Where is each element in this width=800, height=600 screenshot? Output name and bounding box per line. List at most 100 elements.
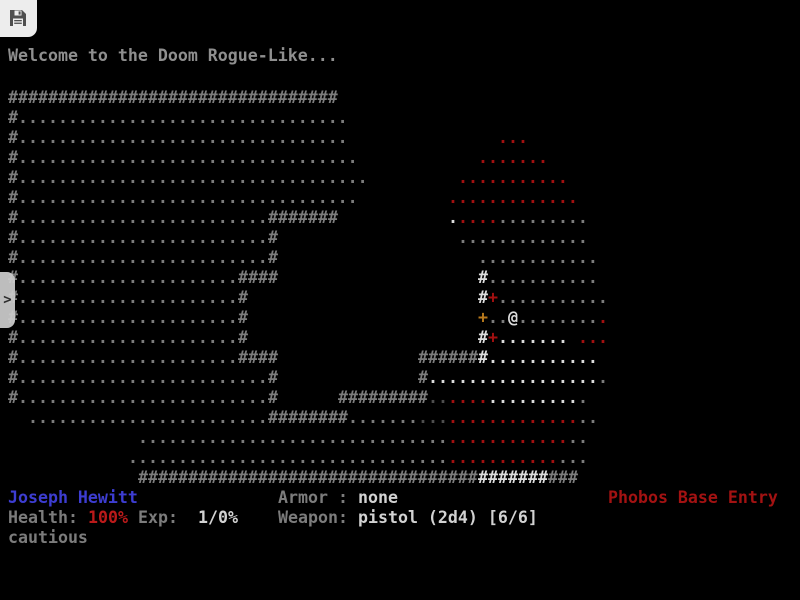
wall-segment: ###### bbox=[418, 348, 478, 367]
status-bar: Joseph Hewitt Armor : none Phobos Base Entr… bbox=[8, 488, 800, 548]
map-row: ........................................… bbox=[8, 428, 800, 448]
wall-segment: # bbox=[418, 368, 428, 387]
wall-segment: #......................... bbox=[8, 368, 268, 387]
blood-floor-segment: ....... bbox=[478, 148, 548, 167]
floor-segment: ....... bbox=[348, 408, 418, 427]
player-name: Joseph Hewitt bbox=[8, 488, 138, 507]
floor-segment: ........ bbox=[518, 308, 598, 327]
wall-segment: #................................. bbox=[8, 108, 348, 127]
blood-floor-segment: .... bbox=[448, 388, 488, 407]
wall-segment: #................................... bbox=[8, 168, 368, 187]
wall-segment: # bbox=[478, 268, 488, 287]
floor-segment: . bbox=[448, 208, 458, 227]
floor-segment: ............................... bbox=[138, 428, 448, 447]
blood-floor-segment: .... bbox=[458, 208, 498, 227]
wall-segment: ####### bbox=[268, 208, 338, 227]
wall-segment: # bbox=[238, 288, 248, 307]
floor-segment: ............ bbox=[478, 248, 598, 267]
floor-segment: ........... bbox=[488, 348, 598, 367]
map-row: #......................... # #########....… bbox=[8, 388, 800, 408]
wall-segment: # bbox=[238, 328, 248, 347]
welcome-message: Welcome to the Doom Rogue-Like... bbox=[8, 46, 338, 65]
wall-segment: #...................... bbox=[8, 308, 238, 327]
chevron-right-icon: > bbox=[3, 292, 12, 308]
wall-segment: #......................... bbox=[8, 248, 268, 267]
blood-floor-segment: ............ bbox=[448, 428, 568, 447]
exp-value: 1/0% bbox=[198, 508, 238, 527]
wall-segment: # bbox=[478, 348, 488, 367]
wall-segment: #.................................. bbox=[8, 148, 358, 167]
floor-segment: ........................ bbox=[28, 408, 268, 427]
map-row: #......................... #............. bbox=[8, 228, 800, 248]
wall-segment: # bbox=[268, 368, 278, 387]
status-line: Joseph Hewitt Armor : none Phobos Base Entr… bbox=[8, 488, 800, 508]
floor-segment: ............. bbox=[458, 228, 588, 247]
map-row: #......................... # #............… bbox=[8, 368, 800, 388]
status-line: Health: 100% Exp: 1/0% Weapon: pistol (2d4) [… bbox=[8, 508, 800, 528]
wall-segment: #### bbox=[238, 348, 278, 367]
floor-segment: . bbox=[578, 388, 588, 407]
wall-segment: #...................... bbox=[8, 328, 238, 347]
wall-segment: #...................... bbox=[8, 288, 238, 307]
door-symbol: + bbox=[478, 308, 488, 327]
floor-segment: ................................ bbox=[128, 448, 448, 467]
wall-segment: ######## bbox=[268, 408, 348, 427]
wall-segment: #......................... bbox=[8, 228, 268, 247]
health-label: Health: bbox=[8, 508, 78, 527]
floor-segment: ......... bbox=[488, 388, 578, 407]
map-row: #.................................... bbox=[8, 128, 800, 148]
tactic-value: cautious bbox=[8, 528, 88, 547]
map-row: #...................... # # +........... bbox=[8, 288, 800, 308]
floor-segment: ................. bbox=[428, 368, 598, 387]
map-row: #.......................................… bbox=[8, 188, 800, 208]
health-value: 100% bbox=[88, 508, 128, 527]
wall-segment: # bbox=[478, 328, 488, 347]
floor-segment: ... bbox=[558, 448, 588, 467]
wall-segment: #......................... bbox=[8, 208, 268, 227]
blood-floor-segment: ........... bbox=[448, 448, 558, 467]
wall-segment: ################################## bbox=[138, 468, 478, 487]
map-row: #...................... # # +.......... bbox=[8, 328, 800, 348]
blood-floor-segment: ... bbox=[498, 128, 528, 147]
map-row: #...................... #### ###### #......… bbox=[8, 348, 800, 368]
blood-floor-segment: ... bbox=[578, 328, 608, 347]
map-row: #......................... #######.......… bbox=[8, 208, 800, 228]
floor-segment: .. bbox=[568, 428, 588, 447]
wall-segment: #### bbox=[238, 268, 278, 287]
wall-segment: ######### bbox=[338, 388, 428, 407]
wall-segment: ####### bbox=[478, 468, 548, 487]
map-row: #...................... #### #........... bbox=[8, 268, 800, 288]
wall-segment: #................................. bbox=[8, 128, 348, 147]
map-row: #.......................................… bbox=[8, 148, 800, 168]
blood-floor-segment: ........... bbox=[458, 168, 568, 187]
floor-segment: ........... bbox=[488, 268, 598, 287]
floor-segment: .. bbox=[578, 408, 598, 427]
armor-value: none bbox=[358, 488, 398, 507]
floor-segment: ........... bbox=[498, 288, 608, 307]
door-symbol: + bbox=[488, 328, 498, 347]
wall-segment: # bbox=[478, 288, 488, 307]
wall-segment: # bbox=[268, 388, 278, 407]
map-row: ################################## ######… bbox=[8, 468, 800, 488]
weapon-label: Weapon: bbox=[278, 508, 348, 527]
wall-segment: #......................... bbox=[8, 388, 268, 407]
save-button[interactable] bbox=[0, 0, 37, 37]
blood-floor-segment: ............. bbox=[448, 408, 578, 427]
map-row: #................................. bbox=[8, 108, 800, 128]
exp-label: Exp: bbox=[138, 508, 178, 527]
map-row: ........................................… bbox=[8, 448, 800, 468]
map-row: #......................... #............ bbox=[8, 248, 800, 268]
floor-segment: ......... bbox=[498, 208, 588, 227]
player-symbol: @ bbox=[508, 308, 518, 327]
weapon-value: pistol (2d4) [6/6] bbox=[358, 508, 538, 527]
wall-segment: # bbox=[238, 308, 248, 327]
wall-segment: #...................... bbox=[8, 268, 238, 287]
wall-segment: #.................................. bbox=[8, 188, 358, 207]
wall-segment: # bbox=[268, 248, 278, 267]
blood-floor-segment: ............. bbox=[448, 188, 578, 207]
blood-floor-segment: . bbox=[598, 308, 608, 327]
wall-segment: #...................... bbox=[8, 348, 238, 367]
sidebar-expand-tab[interactable]: > bbox=[0, 272, 15, 328]
floor-segment: .. bbox=[428, 388, 448, 407]
